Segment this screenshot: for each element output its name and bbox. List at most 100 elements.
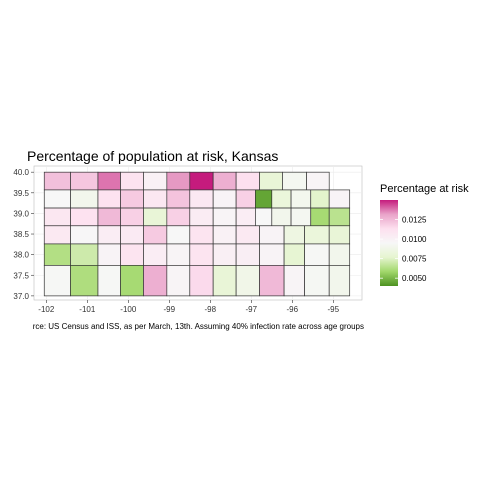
county: [311, 208, 329, 226]
county: [70, 190, 97, 208]
x-tick-label: -102: [38, 305, 55, 314]
county: [190, 226, 213, 244]
county: [44, 244, 70, 265]
county: [121, 190, 144, 208]
county: [255, 208, 271, 226]
county: [44, 208, 70, 226]
county: [213, 226, 236, 244]
county: [260, 265, 285, 296]
county: [213, 244, 236, 265]
county: [291, 190, 311, 208]
colorbar: [380, 200, 398, 286]
x-tick-label: -99: [164, 305, 176, 314]
county: [213, 208, 236, 226]
county: [329, 265, 350, 296]
y-tick-label: 40.0: [13, 168, 29, 177]
county: [236, 172, 259, 190]
county: [98, 265, 121, 296]
legend-title: Percentage at risk: [380, 183, 469, 195]
x-tick-label: -96: [287, 305, 299, 314]
legend-tick-label: 0.0050: [402, 274, 427, 283]
county: [70, 226, 97, 244]
county: [143, 190, 166, 208]
county: [213, 172, 236, 190]
county: [284, 265, 305, 296]
x-tick-label: -95: [328, 305, 340, 314]
county: [329, 190, 350, 208]
county: [98, 172, 121, 190]
county: [236, 208, 255, 226]
county: [272, 190, 291, 208]
county: [167, 265, 190, 296]
county: [121, 172, 144, 190]
county: [284, 226, 305, 244]
county: [167, 244, 190, 265]
county: [272, 208, 291, 226]
county: [98, 190, 121, 208]
county: [143, 208, 166, 226]
county: [236, 226, 259, 244]
legend-tick-label: 0.0125: [402, 216, 427, 225]
county: [305, 244, 330, 265]
county: [329, 244, 350, 265]
county: [307, 172, 330, 190]
county: [70, 265, 97, 296]
county: [213, 190, 236, 208]
county: [143, 172, 166, 190]
county: [190, 190, 213, 208]
county: [121, 226, 144, 244]
x-tick-label: -97: [246, 305, 258, 314]
county: [260, 244, 285, 265]
county: [44, 172, 70, 190]
county: [213, 265, 236, 296]
county: [236, 190, 255, 208]
y-tick-label: 39.5: [13, 189, 29, 198]
county: [311, 190, 329, 208]
chart-caption: rce: US Census and ISS, as per March, 13…: [33, 322, 364, 331]
y-tick-label: 38.5: [13, 230, 29, 239]
county: [70, 172, 97, 190]
county: [44, 190, 70, 208]
county: [329, 226, 350, 244]
county: [305, 265, 330, 296]
county: [44, 226, 70, 244]
county: [291, 208, 311, 226]
county: [305, 226, 330, 244]
county: [98, 244, 121, 265]
y-tick-label: 37.5: [13, 271, 29, 280]
county: [121, 244, 144, 265]
county: [167, 208, 190, 226]
county: [167, 226, 190, 244]
county: [282, 172, 306, 190]
y-tick-label: 38.0: [13, 251, 29, 260]
county: [44, 265, 70, 296]
y-tick-label: 37.0: [13, 292, 29, 301]
county: [255, 190, 271, 208]
county: [98, 208, 121, 226]
county: [70, 244, 97, 265]
county: [260, 172, 283, 190]
county: [190, 244, 213, 265]
county: [143, 244, 166, 265]
county: [143, 226, 166, 244]
x-tick-label: -101: [79, 305, 96, 314]
legend-tick-label: 0.0075: [402, 255, 427, 264]
county-polygons: [44, 172, 349, 296]
legend-tick-label: 0.0100: [402, 235, 427, 244]
county: [236, 265, 259, 296]
county: [167, 172, 190, 190]
county: [329, 208, 350, 226]
county: [236, 244, 259, 265]
county: [143, 265, 166, 296]
county: [260, 226, 285, 244]
county: [98, 226, 121, 244]
county: [284, 244, 305, 265]
county: [190, 172, 213, 190]
county: [190, 208, 213, 226]
county: [121, 208, 144, 226]
x-tick-label: -98: [205, 305, 217, 314]
county: [167, 190, 190, 208]
county: [190, 265, 213, 296]
y-tick-label: 39.0: [13, 209, 29, 218]
